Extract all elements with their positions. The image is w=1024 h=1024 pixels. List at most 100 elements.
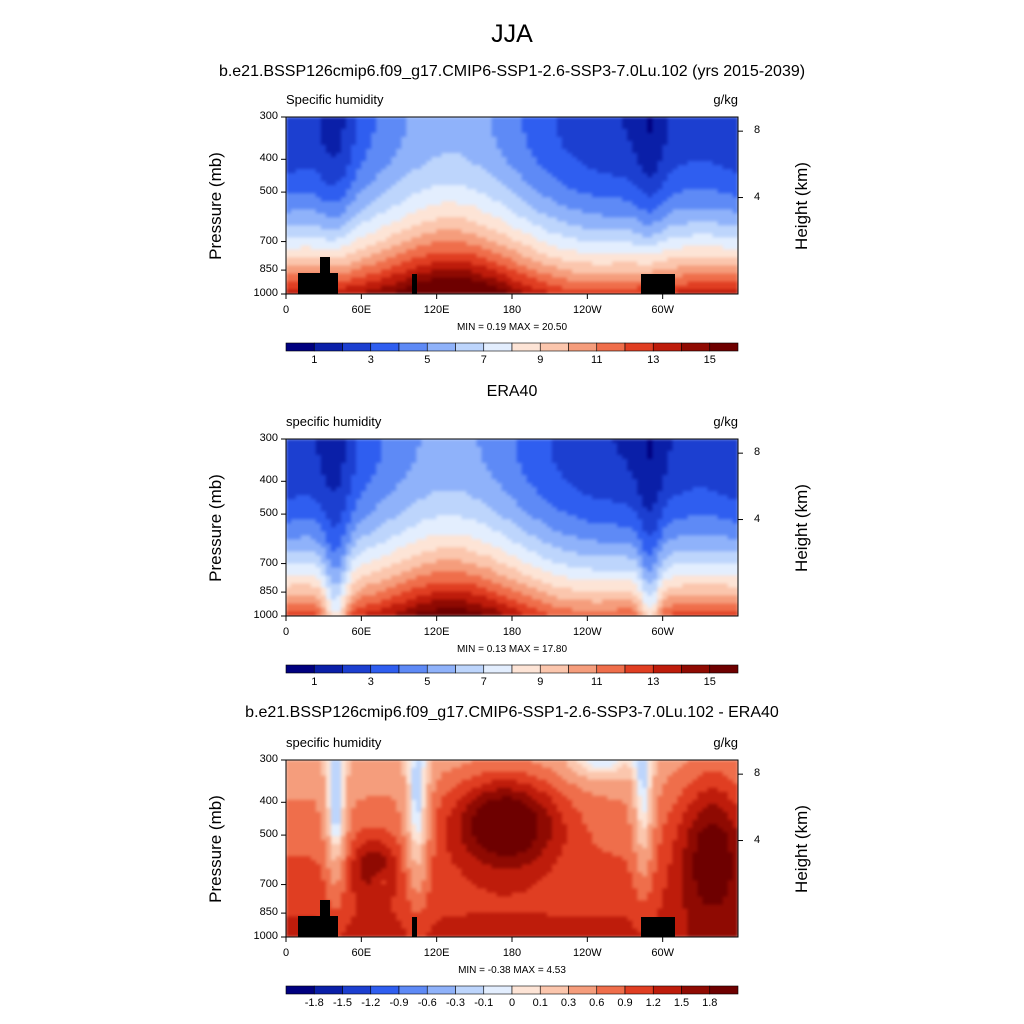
contour-cell	[456, 253, 463, 259]
contour-cell	[732, 120, 738, 126]
contour-cell	[652, 201, 659, 206]
contour-cell	[672, 257, 679, 263]
contour-cell	[652, 144, 659, 150]
contour-cell	[491, 470, 498, 476]
contour-cell	[561, 132, 568, 138]
contour-cell	[602, 140, 608, 146]
contour-cell	[526, 201, 533, 206]
contour-cell	[732, 454, 738, 460]
contour-cell	[612, 197, 618, 202]
contour-cell	[361, 458, 367, 464]
contour-cell	[356, 168, 362, 174]
contour-cell	[587, 261, 593, 267]
contour-cell	[722, 193, 729, 198]
contour-cell	[516, 229, 523, 235]
contour-cell	[305, 193, 312, 198]
contour-cell	[441, 233, 448, 239]
contour-cell	[732, 168, 738, 174]
contour-cell	[597, 201, 603, 206]
contour-cell	[516, 265, 523, 271]
contour-cell	[431, 454, 438, 460]
contour-cell	[286, 205, 292, 211]
contour-cell	[592, 168, 598, 174]
contour-cell	[556, 237, 563, 243]
contour-cell	[386, 156, 392, 162]
contour-cell	[657, 446, 664, 452]
contour-cell	[366, 285, 372, 291]
contour-cell	[612, 201, 618, 206]
contour-cell	[536, 213, 543, 219]
contour-cell	[361, 189, 367, 194]
contour-cell	[371, 221, 377, 227]
contour-cell	[381, 253, 387, 259]
contour-cell	[556, 205, 563, 211]
contour-cell	[612, 148, 618, 154]
contour-cell	[350, 442, 357, 448]
contour-cell	[456, 462, 463, 468]
contour-cell	[511, 241, 518, 247]
contour-cell	[697, 132, 704, 138]
contour-cell	[421, 193, 428, 198]
contour-cell	[486, 168, 493, 174]
contour-cell	[481, 257, 488, 263]
contour-cell	[401, 148, 408, 154]
contour-cell	[587, 289, 593, 294]
contour-cell	[576, 442, 583, 448]
contour-cell	[622, 185, 629, 190]
contour-cell	[617, 273, 623, 279]
contour-cell	[456, 181, 463, 186]
contour-cell	[516, 285, 523, 291]
contour-cell	[466, 450, 473, 456]
contour-cell	[571, 120, 578, 126]
contour-cell	[692, 189, 699, 194]
contour-cell	[637, 237, 644, 243]
contour-cell	[376, 117, 382, 122]
contour-cell	[521, 177, 528, 182]
contour-cell	[662, 257, 669, 263]
contour-cell	[426, 185, 433, 190]
contour-cell	[345, 168, 352, 174]
contour-cell	[471, 164, 478, 170]
contour-cell	[486, 148, 493, 154]
contour-cell	[501, 132, 508, 138]
contour-cell	[602, 209, 608, 215]
contour-cell	[476, 213, 483, 219]
contour-cell	[481, 173, 488, 178]
contour-cell	[592, 221, 598, 227]
contour-cell	[461, 458, 468, 464]
contour-cell	[587, 209, 593, 215]
contour-cell	[491, 257, 498, 263]
contour-cell	[381, 462, 387, 468]
contour-cell	[617, 120, 623, 126]
contour-cell	[391, 269, 397, 275]
contour-cell	[597, 156, 603, 162]
contour-cell	[320, 213, 327, 219]
contour-cell	[361, 173, 367, 178]
contour-cell	[712, 117, 719, 122]
contour-cell	[566, 470, 573, 476]
contour-cell	[531, 181, 538, 186]
contour-cell	[571, 156, 578, 162]
contour-cell	[456, 117, 463, 122]
contour-cell	[396, 442, 403, 448]
contour-cell	[431, 289, 438, 294]
contour-cell	[386, 177, 392, 182]
contour-cell	[426, 241, 433, 247]
contour-cell	[702, 128, 709, 134]
contour-cell	[592, 140, 598, 146]
contour-cell	[466, 277, 473, 283]
contour-cell	[647, 177, 654, 182]
contour-cell	[350, 249, 357, 255]
contour-cell	[335, 261, 342, 267]
contour-cell	[345, 269, 352, 275]
contour-cell	[305, 269, 312, 275]
contour-cell	[451, 213, 458, 219]
contour-cell	[416, 197, 423, 202]
contour-cell	[461, 209, 468, 215]
contour-cell	[391, 124, 397, 130]
contour-cell	[456, 193, 463, 198]
contour-cell	[536, 144, 543, 150]
contour-cell	[682, 168, 689, 174]
contour-cell	[481, 281, 488, 287]
contour-cell	[431, 273, 438, 279]
